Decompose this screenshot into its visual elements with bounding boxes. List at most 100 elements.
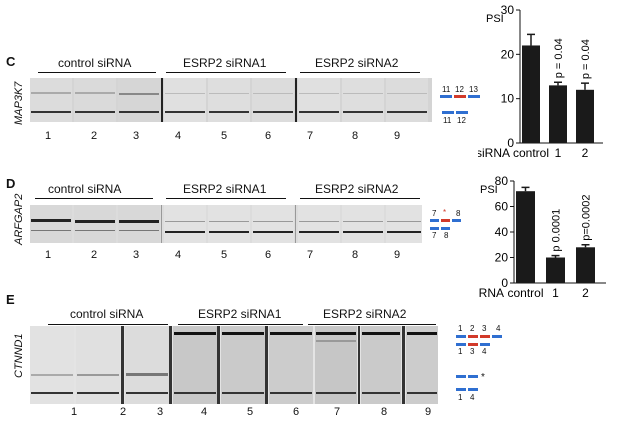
x-tick-label: 2 bbox=[582, 286, 589, 300]
panel-c-lane-2: 2 bbox=[90, 130, 98, 142]
exon-blue bbox=[430, 219, 439, 222]
panel-c-gene-label: MAP3K7 bbox=[13, 81, 25, 125]
exon-blue bbox=[430, 227, 439, 230]
exon-blue bbox=[480, 343, 490, 346]
exon-blue bbox=[456, 111, 468, 114]
exon-red bbox=[454, 95, 466, 98]
panel-d-lane-9: 9 bbox=[393, 249, 401, 261]
exon-blue bbox=[452, 219, 461, 222]
panel-e-group-siRNA2: ESRP2 siRNA2 bbox=[323, 307, 407, 321]
panel-c-lane-1: 1 bbox=[44, 130, 52, 142]
exon-red bbox=[468, 343, 478, 346]
bar bbox=[516, 191, 535, 283]
panel-d-group-siRNA2-line bbox=[300, 198, 420, 199]
panel-e-group-control-line bbox=[48, 324, 168, 325]
y-tick-label: 60 bbox=[495, 200, 509, 214]
panel-c-group-siRNA1: ESRP2 siRNA1 bbox=[183, 56, 267, 70]
exon-label: 7 bbox=[432, 209, 437, 218]
bar bbox=[576, 247, 595, 283]
panel-d-group-control-line bbox=[35, 198, 153, 199]
exon-label: 4 bbox=[496, 324, 501, 333]
panel-d-lane-2: 2 bbox=[90, 249, 98, 261]
panel-e-lane-7: 7 bbox=[333, 406, 341, 418]
panel-d-group-control: control siRNA bbox=[48, 182, 122, 196]
y-tick-label: 20 bbox=[501, 47, 515, 61]
y-tick-label: 80 bbox=[495, 174, 509, 188]
exon-label: 2 bbox=[470, 324, 475, 333]
bar bbox=[549, 85, 567, 143]
panel-d-lane-6: 6 bbox=[264, 249, 272, 261]
y-tick-label: 10 bbox=[501, 92, 515, 106]
y-tick-label: 0 bbox=[501, 276, 508, 290]
exon-label: 4 bbox=[482, 347, 487, 356]
exon-blue bbox=[442, 111, 454, 114]
panel-e-lane-9: 9 bbox=[424, 406, 432, 418]
p-value-label: p = 0.04 bbox=[580, 39, 592, 79]
panel-e-group-control: control siRNA bbox=[70, 307, 144, 321]
bar bbox=[522, 45, 540, 143]
panel-d-lane-8: 8 bbox=[351, 249, 359, 261]
exon-label: 3 bbox=[470, 347, 475, 356]
panel-e-gel bbox=[30, 326, 438, 404]
y-tick-label: 40 bbox=[495, 225, 509, 239]
panel-d-lane-5: 5 bbox=[220, 249, 228, 261]
panel-e-letter: E bbox=[6, 292, 15, 307]
bar bbox=[546, 257, 565, 283]
panel-c-group-siRNA2-line bbox=[300, 72, 420, 73]
panel-d-group-siRNA1-line bbox=[166, 198, 286, 199]
x-axis-title: siRNA bbox=[478, 286, 504, 300]
panel-c-letter: C bbox=[6, 54, 16, 69]
exon-label: 13 bbox=[469, 85, 478, 94]
exon-blue bbox=[468, 95, 480, 98]
exon-label: 1 bbox=[458, 393, 463, 402]
panel-e-lane-6: 6 bbox=[292, 406, 300, 418]
panel-d-lane-1: 1 bbox=[44, 249, 52, 261]
exon-label: 3 bbox=[482, 324, 487, 333]
x-axis-title: siRNA bbox=[478, 146, 510, 160]
exon-red bbox=[468, 335, 478, 338]
panel-c-group-siRNA2: ESRP2 siRNA2 bbox=[315, 56, 399, 70]
exon-blue bbox=[441, 227, 450, 230]
panel-d-gene-label: ARFGAP2 bbox=[13, 193, 25, 245]
panel-d-lane-3: 3 bbox=[132, 249, 140, 261]
panel-d-lane-7: 7 bbox=[306, 249, 314, 261]
exon-star-label: * bbox=[443, 208, 447, 217]
x-tick-label: 1 bbox=[552, 286, 559, 300]
panel-c-lane-6: 6 bbox=[264, 130, 272, 142]
exon-label: 11 bbox=[442, 85, 451, 94]
p-value-label: p = 0.04 bbox=[553, 38, 565, 78]
panel-e-group-siRNA1-line bbox=[178, 324, 303, 325]
p-value-label: p=0.0002 bbox=[581, 195, 593, 241]
panel-e-gene-label: CTNND1 bbox=[13, 333, 25, 378]
y-tick-label: 20 bbox=[495, 251, 509, 265]
exon-label: 8 bbox=[456, 209, 461, 218]
exon-blue bbox=[468, 388, 478, 391]
panel-c-lane-3: 3 bbox=[132, 130, 140, 142]
x-tick-label: 1 bbox=[555, 146, 562, 160]
panel-e-lane-8: 8 bbox=[380, 406, 388, 418]
panel-d-gel bbox=[30, 205, 422, 243]
y-tick-label: 0 bbox=[507, 136, 514, 150]
panel-d-letter: D bbox=[6, 176, 16, 191]
panel-e-lane-2: 2 bbox=[119, 406, 127, 418]
exon-red bbox=[441, 219, 450, 222]
panel-c-group-control: control siRNA bbox=[58, 56, 132, 70]
exon-label: 12 bbox=[455, 85, 464, 94]
exon-label: 1 bbox=[458, 324, 463, 333]
exon-blue bbox=[492, 335, 502, 338]
exon-label: 4 bbox=[470, 393, 475, 402]
panel-e-lane-4: 4 bbox=[200, 406, 208, 418]
exon-label: 7 bbox=[432, 231, 437, 240]
exon-blue bbox=[456, 388, 466, 391]
panel-e-lane-5: 5 bbox=[246, 406, 254, 418]
y-axis-label: PSI bbox=[486, 13, 504, 25]
bar bbox=[576, 89, 594, 143]
panel-c-lane-7: 7 bbox=[306, 130, 314, 142]
exon-blue bbox=[440, 95, 452, 98]
x-tick-label: control bbox=[513, 146, 549, 160]
exon-label: 12 bbox=[457, 116, 466, 125]
panel-e-lane-1: 1 bbox=[70, 406, 78, 418]
exon-label: 1 bbox=[458, 347, 463, 356]
